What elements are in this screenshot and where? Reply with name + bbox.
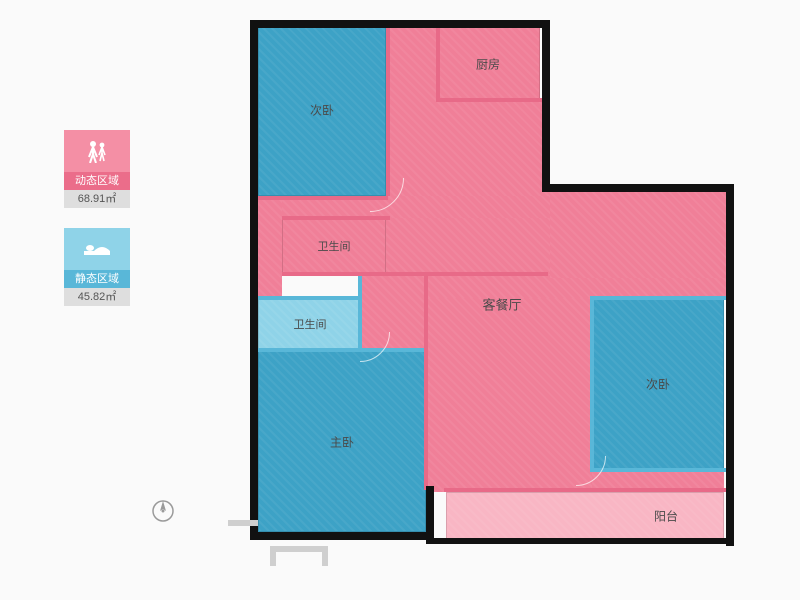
exterior-stub <box>228 520 258 526</box>
room-label: 阳台 <box>654 508 678 525</box>
room-label: 主卧 <box>330 434 354 451</box>
outer-wall <box>250 532 434 540</box>
inner-wall <box>424 276 428 490</box>
inner-wall <box>436 26 440 102</box>
legend-dynamic: 动态区域 68.91㎡ <box>64 130 130 208</box>
inner-wall <box>590 468 726 472</box>
outer-wall <box>542 20 550 192</box>
inner-wall <box>436 98 550 102</box>
outer-wall <box>542 184 734 192</box>
inner-wall <box>258 296 362 300</box>
inner-wall <box>590 296 726 300</box>
outer-wall <box>250 20 550 28</box>
living-dining <box>386 218 550 278</box>
people-icon <box>64 130 130 172</box>
legend-static: 静态区域 45.82㎡ <box>64 228 130 306</box>
room-label: 卫生间 <box>294 316 327 332</box>
outer-wall <box>426 538 732 544</box>
room-label: 厨房 <box>476 56 500 73</box>
legend-static-title: 静态区域 <box>64 270 130 288</box>
outer-wall <box>250 274 258 280</box>
inner-wall <box>258 196 388 200</box>
legend-static-value: 45.82㎡ <box>64 288 130 306</box>
exterior-stub <box>270 546 328 552</box>
living-dining <box>426 298 592 492</box>
floorplan: 次卧厨房卫生间卫生间主卧次卧阳台客餐厅 <box>210 20 750 560</box>
living-dining <box>386 102 550 196</box>
exterior-stub <box>322 546 328 566</box>
inner-wall <box>258 348 428 352</box>
outer-wall <box>726 184 734 546</box>
compass-icon <box>150 498 176 524</box>
inner-wall <box>590 296 594 472</box>
living-dining <box>258 196 282 298</box>
legend-dynamic-title: 动态区域 <box>64 172 130 190</box>
room-label: 卫生间 <box>318 238 351 254</box>
legend-dynamic-value: 68.91㎡ <box>64 190 130 208</box>
exterior-stub <box>270 546 276 566</box>
outer-wall <box>426 486 434 540</box>
inner-wall <box>282 216 390 220</box>
room-label: 次卧 <box>310 102 334 119</box>
bed-icon <box>64 228 130 270</box>
living-dining <box>550 190 732 278</box>
room-label: 客餐厅 <box>482 295 521 314</box>
inner-wall <box>444 488 726 492</box>
inner-wall <box>282 272 548 276</box>
room-label: 次卧 <box>646 376 670 393</box>
inner-wall <box>386 26 390 196</box>
balcony <box>446 492 724 540</box>
